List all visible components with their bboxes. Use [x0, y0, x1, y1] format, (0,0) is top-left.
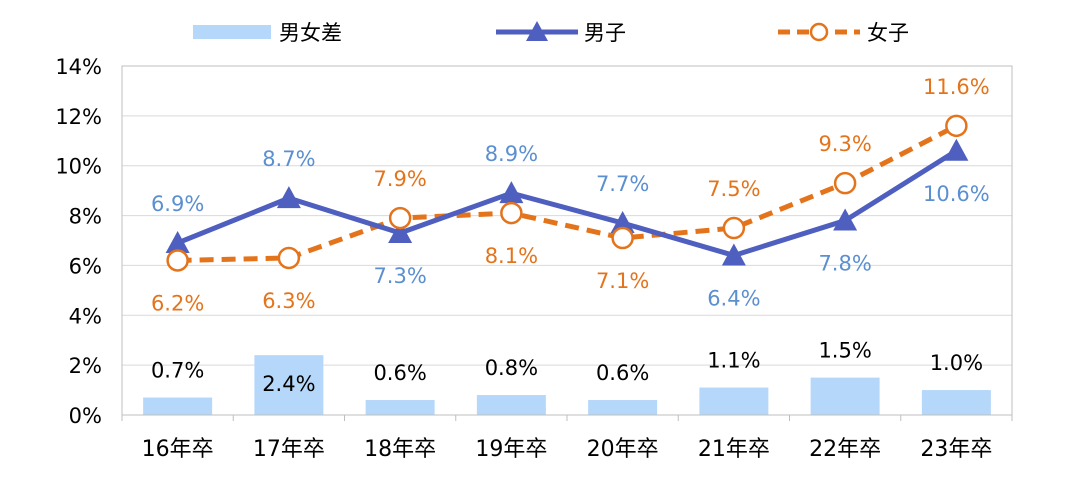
bar-gender-gap [365, 400, 435, 415]
data-labels: 0.7% 2.4% 0.6% 0.8% 0.6% 1.1% 1.5% 1.0% 6.9% 6.2%… [151, 75, 990, 396]
x-tick-label: 18年卒 [364, 437, 436, 462]
y-tick-label: 12% [55, 105, 102, 129]
marker-male [276, 186, 301, 209]
legend-swatch-gender-gap [193, 25, 271, 39]
marker-female [388, 206, 412, 230]
marker-female [611, 226, 634, 250]
x-tick-label: 19年卒 [475, 437, 547, 462]
marker-male [499, 181, 524, 204]
data-label-male: 6.4% [707, 286, 760, 310]
x-tick-label: 23年卒 [920, 437, 992, 462]
y-tick-label: 4% [69, 304, 102, 328]
bar-gender-gap [810, 377, 880, 415]
marker-female [500, 201, 523, 225]
bar-gender-gap [254, 355, 324, 415]
x-tick-label: 21年卒 [698, 437, 770, 462]
bar-gender-gap [921, 390, 991, 415]
bar-data-label: 1.5% [818, 339, 871, 363]
marker-female [722, 216, 746, 240]
data-label-male: 6.9% [151, 192, 204, 216]
marker-female [166, 249, 189, 272]
legend-marker-female [809, 22, 829, 42]
data-label-male: 7.7% [596, 172, 649, 196]
y-tick-label: 10% [55, 155, 102, 179]
data-label-female: 7.9% [373, 167, 426, 191]
bar-data-label: 0.8% [485, 356, 538, 380]
legend-label-male: 男子 [584, 21, 626, 45]
bar-data-label: 1.0% [930, 351, 983, 375]
legend-marker-male [526, 21, 548, 41]
data-label-female: 11.6% [923, 75, 990, 99]
data-label-female: 7.1% [596, 269, 649, 293]
x-tick-label: 20年卒 [587, 437, 659, 462]
marker-female [945, 114, 968, 138]
y-tick-label: 6% [69, 254, 102, 278]
data-label-male: 7.3% [373, 264, 426, 288]
y-tick-label: 8% [69, 205, 102, 229]
line-male [176, 148, 958, 258]
data-label-female: 8.1% [485, 244, 538, 268]
marker-male [721, 243, 746, 266]
data-label-male: 7.8% [818, 252, 871, 276]
marker-male [165, 230, 190, 253]
legend-label-gender-gap: 男女差 [279, 21, 342, 45]
y-tick-label: 2% [69, 354, 102, 378]
x-tick-label: 17年卒 [253, 437, 325, 462]
data-label-female: 9.3% [818, 132, 871, 156]
lines [165, 114, 969, 272]
data-label-female: 6.3% [262, 289, 315, 313]
bar-data-label: 1.1% [707, 349, 760, 373]
data-label-female: 6.2% [151, 291, 204, 315]
bar-data-label: 2.4% [262, 372, 315, 396]
axes: 0% 2% 4% 6% 8% 10% 12% 14% 16年卒 17年卒 18年卒 19年卒 20年卒 2… [55, 55, 1013, 462]
line-female [177, 123, 958, 263]
bar-gender-gap [699, 387, 769, 415]
bar-gender-gap [476, 395, 546, 415]
grid [122, 115, 1012, 366]
marker-male [944, 138, 969, 161]
marker-female [277, 246, 301, 270]
marker-female [833, 171, 857, 195]
legend: 男女差 男子 女子 [193, 21, 909, 45]
data-label-male: 8.7% [262, 147, 315, 171]
marker-male [388, 221, 413, 244]
bar-data-label: 0.7% [151, 359, 204, 383]
x-tick-label: 16年卒 [142, 437, 214, 462]
bar-data-label: 0.6% [596, 361, 649, 385]
bars [143, 355, 991, 415]
data-label-male: 8.9% [485, 142, 538, 166]
marker-male [610, 211, 635, 234]
data-label-female: 7.5% [707, 177, 760, 201]
y-tick-label: 0% [69, 404, 102, 428]
bar-gender-gap [143, 397, 213, 415]
bar-data-label: 0.6% [373, 361, 426, 385]
data-label-male: 10.6% [923, 182, 990, 206]
bar-gender-gap [588, 400, 658, 415]
y-tick-label: 14% [55, 55, 102, 79]
marker-male [833, 208, 858, 231]
legend-label-female: 女子 [867, 21, 909, 45]
x-tick-label: 22年卒 [809, 437, 881, 462]
